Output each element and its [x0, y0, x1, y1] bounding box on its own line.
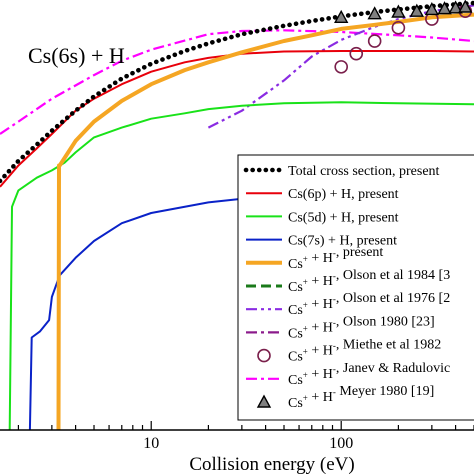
x-tick-label: 10 [143, 435, 159, 452]
legend-marker-circle [257, 348, 271, 363]
cs-h-miethe-et-al-1982-point [349, 46, 364, 61]
x-axis-title: Collision energy (eV) [189, 454, 354, 474]
cs-h-meyer-1980-point [424, 2, 440, 16]
total-cross-section-present-line [0, 0, 474, 184]
cs-h-meyer-1980-point [409, 3, 424, 17]
legend: Total cross section, present Cs(6p) + H, … [237, 154, 474, 421]
legend-label: Cs+ + H-, Janev & Radulovic [288, 361, 450, 388]
cs-5d-h-present-line [8, 101, 474, 431]
legend-label: Cs(5d) + H, present [288, 210, 399, 225]
legend-label: Cs+ + H-, present [288, 245, 383, 272]
cs-h-janev-radulovic-line [0, 29, 474, 135]
cs-h-olson-et-al-1976-line [207, 4, 474, 129]
legend-label: Cs+ + H- Meyer 1980 [19] [288, 384, 434, 411]
cs-h-meyer-1980-point [458, 0, 473, 13]
legend-marker-triangle [256, 394, 272, 408]
cs-h-miethe-et-al-1982-point [367, 34, 382, 48]
legend-label: Cs+ + H-, Miethe et al 1982 [288, 338, 441, 365]
cs-h-meyer-1980-point [391, 4, 406, 18]
cs-h-present-line [56, 12, 474, 431]
cs-h-meyer-1980-point [367, 6, 382, 20]
cs-h-meyer-1980-point [334, 9, 349, 23]
x-tick-label: 100 [329, 435, 353, 452]
cs-h-meyer-1980-point [448, 0, 463, 14]
cs-h-meyer-1980-point [437, 1, 452, 15]
axes-frame: 10 100 [0, 421, 474, 452]
panel-annotation: Cs(6s) + H [28, 43, 125, 68]
legend-label: Cs+ + H-, Olson et al 1984 [3 [288, 268, 450, 295]
cs-h-miethe-et-al-1982-point [391, 21, 406, 35]
legend-label: Cs(6p) + H, present [288, 187, 399, 202]
legend-label: Cs+ + H-, Olson 1980 [23] [288, 314, 435, 341]
cs-6p-h-present-line [0, 50, 474, 188]
legend-label: Cs(7s) + H, present [288, 234, 397, 249]
legend-label: Total cross section, present [288, 164, 440, 179]
legend-label: Cs+ + H-, Olson et al 1976 [2 [288, 291, 450, 318]
cs-h-miethe-et-al-1982-point [334, 60, 349, 74]
